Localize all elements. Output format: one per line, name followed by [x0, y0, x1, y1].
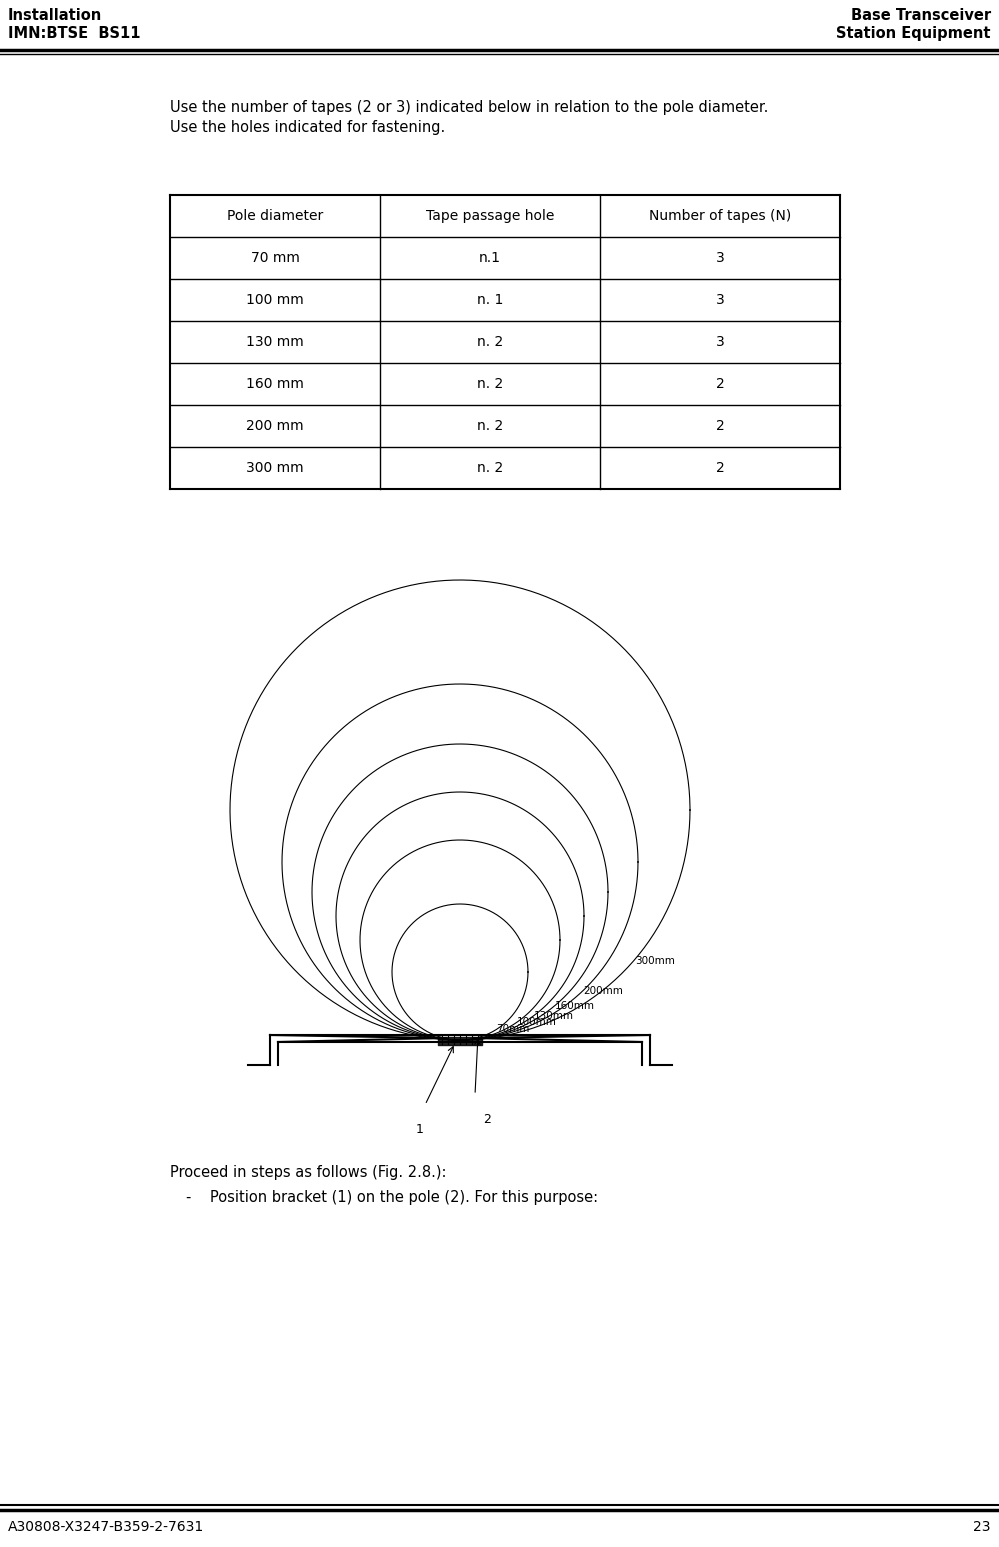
Text: Position bracket (1) on the pole (2). For this purpose:: Position bracket (1) on the pole (2). Fo… — [210, 1190, 598, 1205]
Text: 2: 2 — [715, 419, 724, 433]
Text: Base Transceiver: Base Transceiver — [851, 8, 991, 23]
Text: 100 mm: 100 mm — [246, 292, 304, 306]
Text: 70mm: 70mm — [496, 1024, 529, 1033]
Text: Number of tapes (N): Number of tapes (N) — [649, 209, 791, 223]
Text: n. 2: n. 2 — [477, 377, 503, 391]
Text: n. 2: n. 2 — [477, 336, 503, 350]
Text: 23: 23 — [973, 1521, 991, 1535]
Text: 2: 2 — [484, 1112, 491, 1126]
Text: Use the holes indicated for fastening.: Use the holes indicated for fastening. — [170, 121, 446, 135]
Text: 200 mm: 200 mm — [246, 419, 304, 433]
Text: A30808-X3247-B359-2-7631: A30808-X3247-B359-2-7631 — [8, 1521, 204, 1535]
Text: n. 1: n. 1 — [477, 292, 503, 306]
Text: 200mm: 200mm — [583, 987, 623, 996]
Text: 2: 2 — [715, 377, 724, 391]
Text: 3: 3 — [715, 292, 724, 306]
Text: IMN:BTSE  BS11: IMN:BTSE BS11 — [8, 26, 141, 42]
Text: 3: 3 — [715, 336, 724, 350]
Text: Proceed in steps as follows (Fig. 2.8.):: Proceed in steps as follows (Fig. 2.8.): — [170, 1165, 447, 1180]
Text: Pole diameter: Pole diameter — [227, 209, 323, 223]
Text: 300mm: 300mm — [635, 956, 674, 965]
Text: 2: 2 — [715, 461, 724, 475]
Text: 130 mm: 130 mm — [246, 336, 304, 350]
Text: n. 2: n. 2 — [477, 461, 503, 475]
Text: -: - — [185, 1190, 191, 1205]
Text: 3: 3 — [715, 251, 724, 265]
Text: Installation: Installation — [8, 8, 102, 23]
Text: 100mm: 100mm — [517, 1016, 556, 1027]
Text: n.1: n.1 — [479, 251, 501, 265]
Text: 300 mm: 300 mm — [246, 461, 304, 475]
Text: 160mm: 160mm — [555, 1001, 595, 1010]
Text: n. 2: n. 2 — [477, 419, 503, 433]
Text: 1: 1 — [416, 1123, 424, 1135]
Text: 160 mm: 160 mm — [246, 377, 304, 391]
Text: Station Equipment: Station Equipment — [836, 26, 991, 42]
Text: Use the number of tapes (2 or 3) indicated below in relation to the pole diamete: Use the number of tapes (2 or 3) indicat… — [170, 101, 768, 114]
Text: 70 mm: 70 mm — [251, 251, 300, 265]
Text: 130mm: 130mm — [533, 1010, 573, 1021]
Text: Tape passage hole: Tape passage hole — [426, 209, 554, 223]
